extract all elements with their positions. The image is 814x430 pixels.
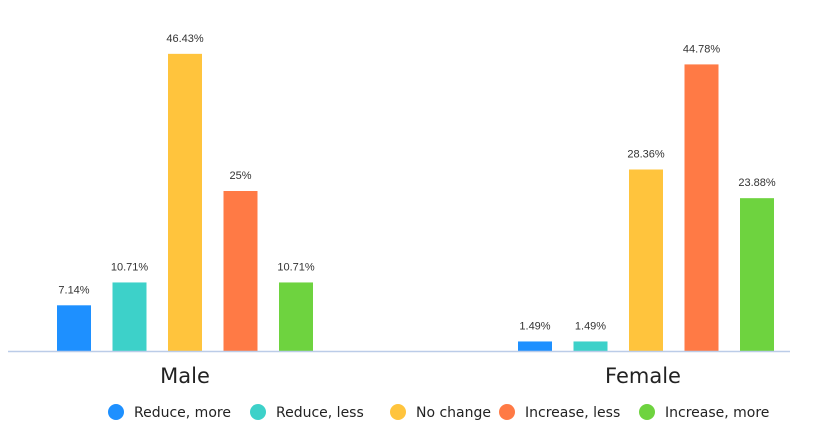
bar-male-reduce-less <box>112 282 147 351</box>
data-label-male-reduce-less: 10.71% <box>111 261 149 273</box>
data-label-male-increase-less: 25% <box>229 170 251 182</box>
category-label-female: Female <box>605 364 681 388</box>
legend-label-no-change: No change <box>416 405 491 421</box>
bar-male-increase-less <box>223 191 258 351</box>
category-label-male: Male <box>160 364 210 388</box>
bar-male-increase-more <box>279 282 313 351</box>
bar-male-reduce-more <box>57 305 91 351</box>
data-label-male-increase-more: 10.71% <box>277 261 315 273</box>
legend-swatch-increase-less <box>499 404 515 420</box>
data-label-female-no-change: 28.36% <box>627 148 665 160</box>
legend-item-no-change: No change <box>390 404 491 421</box>
data-label-female-increase-more: 23.88% <box>738 177 776 189</box>
legend-item-increase-more: Increase, more <box>639 404 769 421</box>
bar-male-no-change <box>168 53 202 352</box>
data-label-male-reduce-more: 7.14% <box>58 284 89 296</box>
legend-item-reduce-more: Reduce, more <box>108 404 231 421</box>
legend-swatch-no-change <box>390 404 406 420</box>
category-labels-layer: Male Female <box>160 364 681 388</box>
bar-female-increase-less <box>684 64 719 352</box>
data-label-female-increase-less: 44.78% <box>683 43 721 55</box>
legend-label-reduce-less: Reduce, less <box>276 405 364 421</box>
legend-label-reduce-more: Reduce, more <box>134 405 231 421</box>
legend-label-increase-more: Increase, more <box>665 405 769 421</box>
legend-swatch-reduce-more <box>108 404 124 420</box>
data-label-male-no-change: 46.43% <box>166 33 204 45</box>
legend-swatch-reduce-less <box>250 404 266 420</box>
bar-female-increase-more <box>740 198 774 351</box>
legend-item-reduce-less: Reduce, less <box>250 404 364 421</box>
bar-female-no-change <box>629 169 663 351</box>
bar-female-reduce-more <box>518 341 552 351</box>
legend-label-increase-less: Increase, less <box>525 405 620 421</box>
legend: Reduce, more Reduce, less No change Increas… <box>108 404 769 421</box>
bars-layer <box>57 53 774 352</box>
bar-female-reduce-less <box>573 341 608 351</box>
legend-swatch-increase-more <box>639 404 655 420</box>
data-label-female-reduce-more: 1.49% <box>519 320 550 332</box>
data-label-female-reduce-less: 1.49% <box>575 320 606 332</box>
data-labels-layer: 7.14% 10.71% 46.43% 25% 10.71% 1.49% 1.49% 28.3… <box>58 33 775 333</box>
legend-item-increase-less: Increase, less <box>499 404 620 421</box>
